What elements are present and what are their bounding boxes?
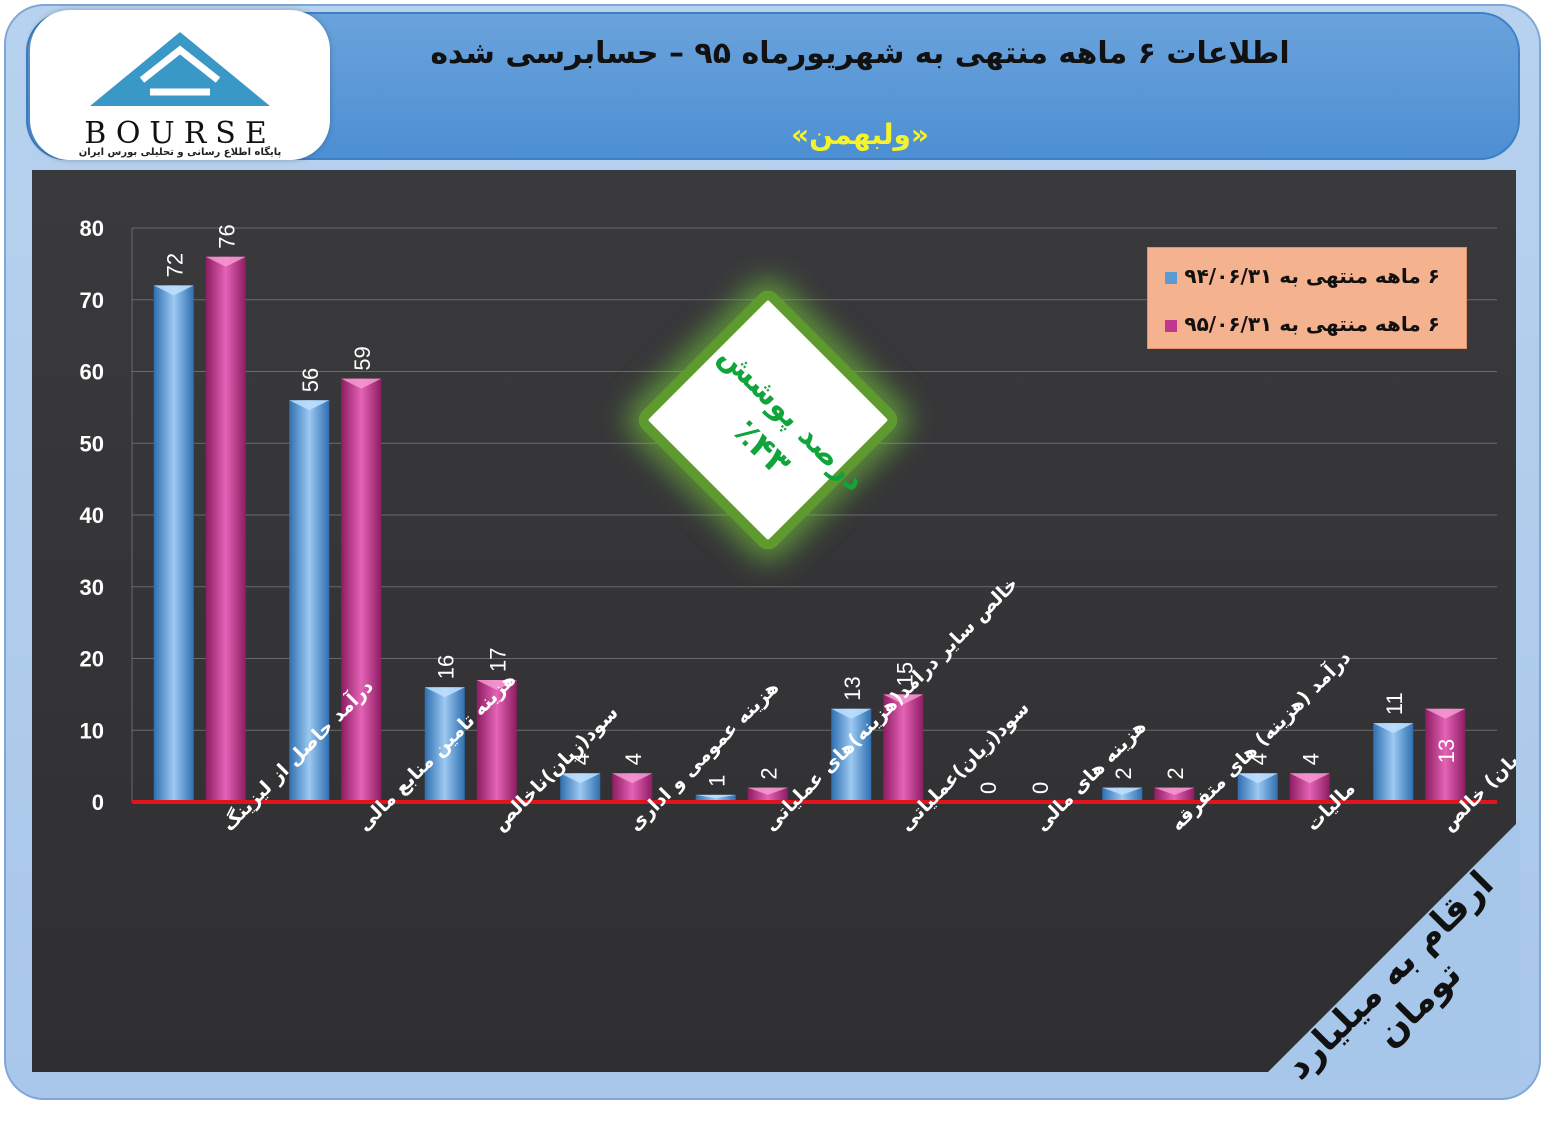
data-label: 1	[705, 775, 730, 787]
y-tick-label: 80	[80, 216, 104, 241]
data-label: 4	[1247, 753, 1272, 765]
bar	[341, 378, 382, 802]
bar-cap	[476, 680, 517, 691]
bar-cap	[560, 773, 601, 784]
legend-swatch-series-1	[1165, 271, 1178, 284]
bar-cap	[1102, 787, 1143, 795]
bar-cap	[1373, 723, 1414, 734]
y-tick-label: 50	[80, 431, 104, 456]
bar-cap	[289, 400, 330, 411]
category-label: هزینه عمومی و اداری	[624, 677, 783, 836]
data-label: 17	[486, 648, 511, 672]
data-label: 59	[350, 346, 375, 370]
data-label: 56	[298, 368, 323, 392]
data-label: 16	[434, 655, 459, 679]
bar	[424, 687, 465, 802]
y-tick-label: 20	[80, 647, 104, 672]
data-label: 4	[569, 753, 594, 765]
bar	[1373, 723, 1414, 802]
logo: BOURSE پایگاه اطلاع رسانی و تحلیلی بورس …	[30, 10, 330, 160]
bar-cap	[341, 378, 382, 389]
data-label: 0	[976, 782, 1001, 794]
bar	[883, 694, 924, 802]
data-label: 4	[621, 753, 646, 765]
y-tick-label: 30	[80, 575, 104, 600]
bar-cap	[1425, 708, 1466, 719]
bar-cap	[424, 687, 465, 698]
bar-cap	[695, 794, 736, 799]
data-label: 2	[757, 767, 782, 779]
y-tick-label: 60	[80, 360, 104, 385]
bar-cap	[1154, 787, 1195, 795]
bar-cap	[1289, 773, 1330, 784]
bar	[289, 400, 330, 802]
company-name: «ولبهمن»	[791, 118, 929, 151]
bar-cap	[831, 708, 872, 719]
bar	[205, 256, 246, 802]
data-label: 13	[1434, 739, 1459, 763]
y-tick-label: 40	[80, 503, 104, 528]
bar-chart: 0102030405060708072561641130241176591742…	[80, 216, 1516, 836]
unit-corner-banner	[1260, 820, 1520, 1080]
data-label: 4	[1299, 753, 1324, 765]
data-label: 15	[892, 662, 917, 686]
bar-cap	[205, 256, 246, 267]
data-label: 2	[1163, 767, 1188, 779]
legend-label-series-2: ۶ ماهه منتهی به ۹۵/۰۶/۳۱	[1184, 312, 1440, 336]
data-label: 76	[215, 224, 240, 248]
data-label: 0	[1028, 782, 1053, 794]
bar	[153, 285, 194, 802]
data-label: 72	[163, 253, 188, 277]
data-label: 11	[1382, 692, 1407, 715]
bar-cap	[153, 285, 194, 296]
bar-cap	[612, 773, 653, 784]
bar-cap	[883, 694, 924, 705]
y-tick-label: 10	[80, 718, 104, 743]
legend-item-series-1: ۶ ماهه منتهی به ۹۴/۰۶/۳۱	[1159, 264, 1440, 290]
data-label: 2	[1111, 767, 1136, 779]
bar	[831, 708, 872, 802]
logo-tagline: پایگاه اطلاع رسانی و تحلیلی بورس ایران	[78, 147, 282, 158]
page-title: اطلاعات ۶ ماهه منتهی به شهریورماه ۹۵ – ح…	[430, 36, 1290, 71]
data-label: 13	[840, 676, 865, 700]
bar	[1425, 708, 1466, 802]
legend-label-series-1: ۶ ماهه منتهی به ۹۴/۰۶/۳۱	[1184, 264, 1440, 288]
y-tick-label: 0	[92, 790, 104, 815]
bar-cap	[747, 787, 788, 795]
logo-mark-icon	[90, 32, 270, 106]
legend-item-series-2: ۶ ماهه منتهی به ۹۵/۰۶/۳۱	[1159, 312, 1440, 338]
bar-cap	[1237, 773, 1278, 784]
bar	[476, 680, 517, 802]
legend-swatch-series-2	[1165, 319, 1178, 332]
y-tick-label: 70	[80, 288, 104, 313]
logo-text: BOURSE	[84, 116, 276, 151]
chart-legend: ۶ ماهه منتهی به ۹۴/۰۶/۳۱ ۶ ماهه منتهی به…	[1147, 247, 1467, 349]
